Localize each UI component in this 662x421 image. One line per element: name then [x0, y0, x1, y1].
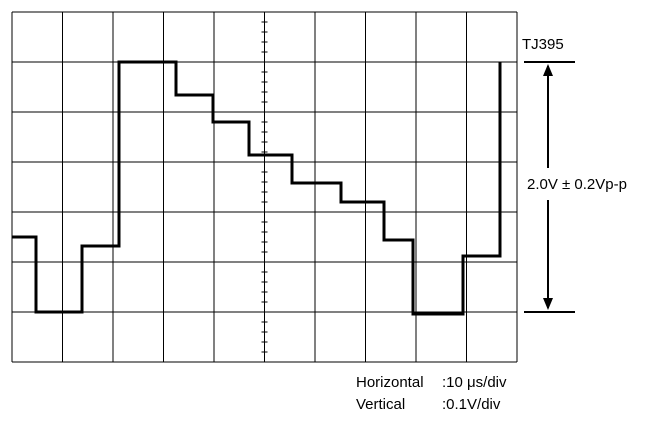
arrowhead-down-icon [543, 298, 553, 310]
waveform-trace [12, 60, 502, 316]
amplitude-marker [524, 61, 575, 313]
center-axis-ticks [261, 21, 268, 353]
arrowhead-up-icon [543, 64, 553, 76]
horizontal-scale-value: :10 μs/div [442, 374, 507, 391]
graticule-grid [11, 11, 518, 363]
amplitude-label: 2.0V ± 0.2Vp-p [527, 176, 627, 193]
vertical-scale-value: :0.1V/div [442, 396, 501, 413]
horizontal-scale-label: Horizontal [356, 374, 424, 391]
waveform-tag: TJ395 [522, 36, 564, 53]
vertical-scale-label: Vertical [356, 396, 406, 413]
